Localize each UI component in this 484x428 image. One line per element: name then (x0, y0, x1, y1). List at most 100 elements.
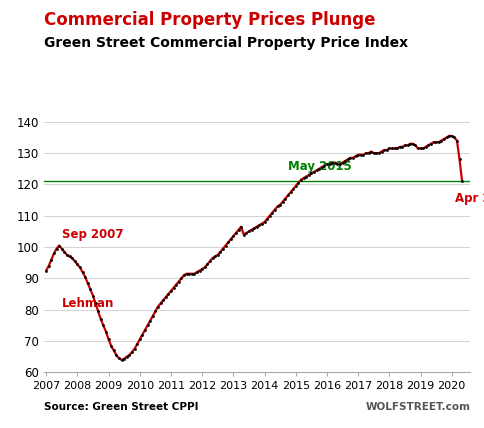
Point (348, 155, 356, 161)
Point (424, 142, 431, 149)
Point (374, 150, 382, 157)
Point (260, 219, 268, 226)
Point (294, 179, 302, 186)
Point (136, 336, 143, 343)
Point (346, 155, 353, 161)
Text: Lehman: Lehman (61, 297, 114, 310)
Point (240, 231, 247, 238)
Point (356, 151, 364, 158)
Point (442, 134, 450, 141)
Point (45, 262, 52, 269)
Point (309, 169, 317, 175)
Point (447, 133, 454, 140)
Point (335, 160, 343, 167)
Point (190, 270, 198, 277)
Point (406, 140, 413, 147)
Text: Apr 2020: Apr 2020 (454, 192, 484, 205)
Point (410, 142, 418, 149)
Text: Commercial Property Prices Plunge: Commercial Property Prices Plunge (44, 11, 375, 29)
Point (187, 270, 195, 277)
Point (362, 150, 369, 157)
Point (166, 288, 174, 294)
Point (60, 248, 68, 255)
Point (351, 153, 359, 160)
Point (379, 146, 387, 153)
Point (273, 203, 281, 210)
Point (227, 236, 234, 243)
Point (151, 308, 159, 315)
Point (302, 173, 309, 180)
Point (143, 322, 151, 329)
Point (180, 272, 187, 279)
Point (86, 286, 94, 293)
Point (65, 253, 73, 260)
Point (429, 139, 437, 146)
Point (128, 348, 136, 355)
Point (276, 202, 284, 208)
Point (431, 139, 439, 146)
Point (320, 162, 328, 169)
Point (110, 347, 118, 354)
Point (315, 165, 322, 172)
Point (234, 226, 242, 233)
Point (330, 159, 338, 166)
Point (200, 264, 208, 271)
Point (89, 292, 97, 299)
Point (203, 261, 211, 268)
Point (312, 167, 320, 174)
Point (94, 308, 102, 315)
Point (247, 226, 255, 233)
Point (403, 142, 410, 149)
Point (177, 275, 185, 282)
Point (281, 195, 288, 202)
Point (244, 228, 252, 235)
Point (175, 278, 182, 285)
Point (390, 145, 397, 152)
Point (278, 198, 286, 205)
Point (416, 145, 424, 152)
Point (172, 281, 180, 288)
Point (325, 160, 333, 167)
Point (322, 160, 330, 167)
Point (193, 269, 200, 276)
Point (154, 303, 162, 310)
Point (102, 328, 109, 335)
Point (125, 352, 133, 359)
Point (107, 342, 115, 349)
Point (400, 142, 408, 149)
Point (304, 172, 312, 178)
Point (219, 245, 227, 252)
Point (291, 183, 299, 190)
Point (141, 327, 149, 333)
Point (73, 261, 81, 268)
Point (333, 160, 341, 167)
Point (252, 223, 260, 230)
Point (182, 270, 190, 277)
Point (206, 258, 213, 265)
Point (133, 341, 141, 348)
Point (413, 145, 421, 152)
Text: May 2015: May 2015 (287, 160, 351, 173)
Point (122, 353, 130, 360)
Point (372, 150, 379, 157)
Point (216, 248, 224, 255)
Point (454, 156, 462, 163)
Point (242, 229, 250, 236)
Point (450, 134, 457, 141)
Point (284, 192, 291, 199)
Point (369, 150, 377, 157)
Point (162, 294, 169, 300)
Point (265, 212, 273, 219)
Text: Green Street Commercial Property Price Index: Green Street Commercial Property Price I… (44, 36, 407, 51)
Point (84, 279, 91, 286)
Point (297, 176, 304, 183)
Point (130, 345, 138, 352)
Point (385, 145, 393, 152)
Point (47, 256, 55, 263)
Point (255, 222, 263, 229)
Point (76, 264, 84, 271)
Point (198, 266, 206, 273)
Point (398, 143, 406, 150)
Point (268, 209, 276, 216)
Point (439, 136, 447, 143)
